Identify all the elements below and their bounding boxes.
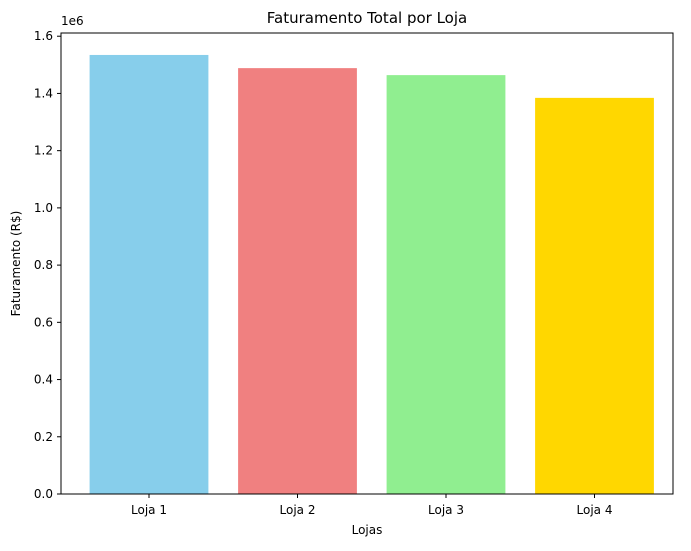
y-axis-label: Faturamento (R$) xyxy=(9,211,23,317)
x-tick-label: Loja 2 xyxy=(280,503,316,517)
bar-1 xyxy=(89,54,209,495)
y-tick-label: 0.0 xyxy=(34,487,53,501)
y-tick-label: 0.2 xyxy=(34,430,53,444)
axes-frame xyxy=(60,32,674,495)
x-tick-label: Loja 3 xyxy=(428,503,464,517)
y-offset-label: 1e6 xyxy=(61,14,84,28)
y-tick-label: 0.8 xyxy=(34,258,53,272)
x-tick-label: Loja 4 xyxy=(577,503,613,517)
bar-4 xyxy=(535,97,654,494)
chart-title: Faturamento Total por Loja xyxy=(267,9,467,27)
x-axis-label: Lojas xyxy=(352,523,383,537)
y-tick-label: 1.2 xyxy=(34,144,53,158)
y-tick-label: 1.6 xyxy=(34,29,53,43)
y-tick-label: 0.4 xyxy=(34,373,53,387)
y-tick-label: 1.0 xyxy=(34,201,53,215)
y-tick-label: 1.4 xyxy=(34,86,53,100)
bar-2 xyxy=(238,68,357,495)
bar-3 xyxy=(386,75,506,494)
bars-layer xyxy=(89,54,654,495)
x-ticks: Loja 1 Loja 2 Loja 3 Loja 4 xyxy=(131,494,612,517)
x-tick-label: Loja 1 xyxy=(131,503,167,517)
y-ticks: 0.0 0.2 0.4 0.6 0.8 1.0 1.2 1.4 1.6 xyxy=(34,29,61,501)
y-tick-label: 0.6 xyxy=(34,315,53,329)
